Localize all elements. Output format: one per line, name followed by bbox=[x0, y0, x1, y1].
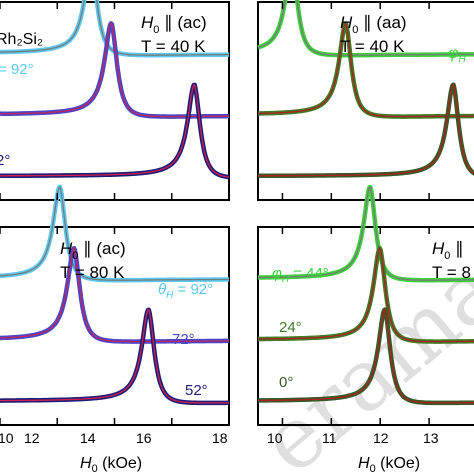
bl-xtick-12: 12 bbox=[24, 430, 40, 446]
br-field-dir: H0 ∥ bbox=[432, 239, 464, 262]
bl-series-2-fit bbox=[0, 309, 229, 404]
bl-temperature: T = 80 K bbox=[60, 263, 125, 282]
compound-label: Rh₂Si₂ bbox=[0, 31, 43, 48]
br-series-label-0: 0° bbox=[279, 374, 293, 391]
bl-xtick-18: 18 bbox=[212, 430, 228, 446]
tr-temperature: T = 40 K bbox=[340, 37, 405, 56]
tr-series-1-fit bbox=[258, 22, 474, 118]
bl-series-1-fit bbox=[0, 246, 229, 343]
tl-series-label-52: 2° bbox=[0, 152, 10, 169]
panel-bottom-left-curves bbox=[0, 184, 231, 406]
br-series-1-fit bbox=[258, 246, 474, 343]
br-xtick-13: 13 bbox=[423, 430, 439, 446]
tl-series-label-72: ° bbox=[0, 108, 2, 125]
bl-xtick-14: 14 bbox=[80, 430, 96, 446]
tr-field-dir: H0 ∥ (aa) bbox=[340, 13, 407, 36]
panel-bottom-left-frame bbox=[0, 226, 230, 426]
tl-series-label-92: = 92° bbox=[0, 61, 34, 78]
br-series-label-24: 24° bbox=[279, 319, 302, 336]
bl-field-dir: H0 ∥ (ac) bbox=[60, 239, 126, 262]
tl-series-2-fit bbox=[0, 84, 230, 178]
panel-bottom-right-curves bbox=[256, 184, 474, 406]
tl-temperature: T = 40 K bbox=[141, 37, 206, 56]
panel-bottom-right-frame bbox=[257, 226, 474, 426]
bl-xtick-16: 16 bbox=[136, 430, 152, 446]
br-temperature: T = 8 bbox=[432, 263, 471, 282]
bl-series-label-52: 52° bbox=[185, 382, 208, 399]
bl-xtick-10: 10 bbox=[0, 430, 14, 446]
br-series-2-fit bbox=[257, 308, 474, 404]
bl-series-0-fit bbox=[0, 185, 229, 281]
bl-series-label-72: 72° bbox=[172, 331, 195, 348]
br-series-label-44: φH = 44° bbox=[272, 265, 329, 285]
br-series-0-fit bbox=[258, 186, 474, 281]
tl-series-2-data bbox=[0, 82, 231, 180]
bl-series-label-92: θH = 92° bbox=[158, 281, 213, 301]
br-xlabel: H0 (kOe) bbox=[358, 455, 420, 474]
tl-field-dir: H0 ∥ (ac) bbox=[141, 13, 207, 36]
panel-top-left-frame bbox=[0, 1, 230, 201]
tr-series-2-data bbox=[256, 82, 474, 179]
tr-angle-label: φH bbox=[448, 45, 466, 65]
bl-xlabel: H0 (kOe) bbox=[80, 455, 142, 474]
tl-series-1-fit bbox=[0, 22, 230, 118]
br-xtick-10: 10 bbox=[267, 430, 283, 446]
br-xtick-12: 12 bbox=[373, 430, 389, 446]
tick-marks bbox=[0, 2, 430, 425]
tr-series-2-fit bbox=[258, 83, 474, 177]
tr-series-0-fit bbox=[257, 0, 474, 56]
panel-top-left-curves bbox=[0, 0, 231, 180]
br-xtick-11: 11 bbox=[322, 430, 337, 446]
panel-top-right-curves bbox=[256, 0, 474, 179]
